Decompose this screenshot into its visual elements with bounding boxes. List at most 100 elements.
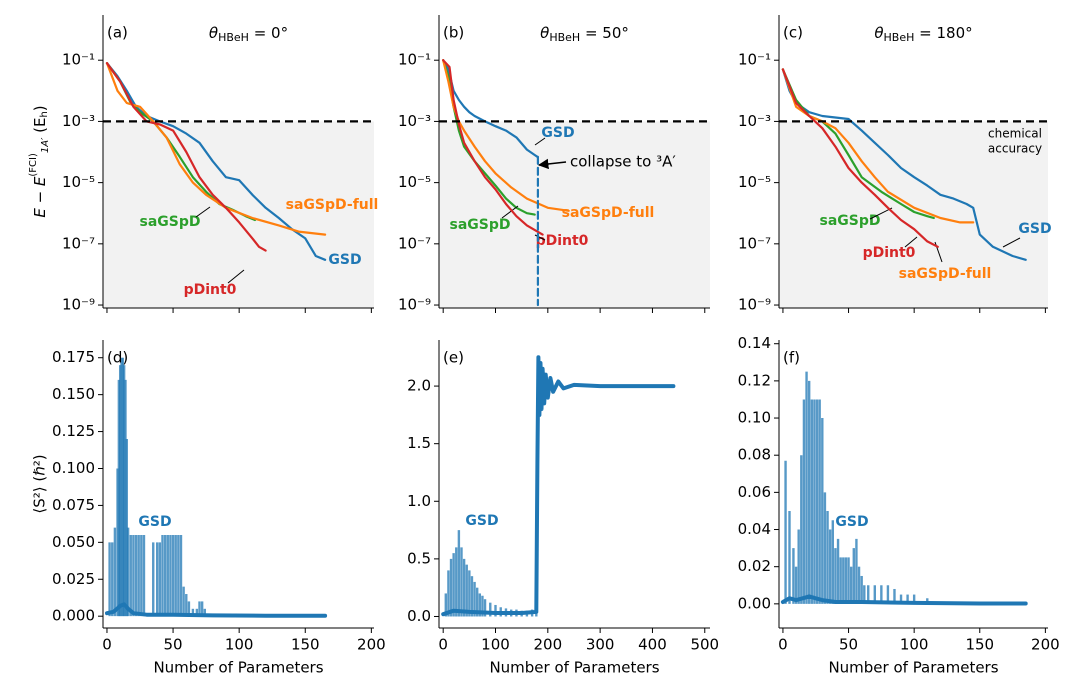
x-tick-label: 150 — [291, 636, 320, 654]
y-tick-label: 0.150 — [52, 385, 95, 403]
y-tick-label: 0.00 — [738, 594, 771, 612]
ylabel-unit: (E — [31, 118, 49, 138]
title-subscript: HBeH — [549, 31, 580, 44]
x-tick-label: 50 — [839, 636, 858, 654]
y-tick-label: 10⁻⁷ — [398, 234, 431, 252]
x-tick-label: 0 — [102, 636, 112, 654]
y-tick-label: 0.0 — [407, 607, 431, 625]
series-label: GSD — [835, 514, 868, 530]
y-tick-label: 0.14 — [738, 334, 771, 352]
y-tick-label: 10⁻⁵ — [738, 173, 771, 191]
series-label: pDint0 — [184, 282, 237, 298]
x-axis-label: Number of Parameters — [489, 659, 659, 677]
y-tick-label: 10⁻⁵ — [398, 173, 431, 191]
x-tick-label: 400 — [638, 636, 667, 654]
series-label: pDint0 — [863, 245, 916, 261]
ylabel-main: E − E — [31, 176, 49, 218]
y-tick-label: 10⁻⁵ — [62, 173, 95, 191]
title-symbol: θ — [874, 24, 883, 42]
leader-line — [869, 207, 893, 220]
x-tick-label: 100 — [225, 636, 254, 654]
average-line — [780, 594, 1028, 606]
x-tick-label: 100 — [481, 636, 510, 654]
ylabel-sup: (FCI) — [28, 153, 39, 177]
x-axis-label: Number of Parameters — [153, 659, 323, 677]
y-tick-label: 0.5 — [407, 549, 431, 567]
x-tick-label: 100 — [900, 636, 929, 654]
y-tick-label: 1.0 — [407, 492, 431, 510]
x-tick-label: 150 — [965, 636, 994, 654]
panel-label: (f) — [783, 349, 800, 367]
series-label: saGSpD-full — [286, 197, 379, 213]
x-tick-label: 50 — [164, 636, 183, 654]
annotation-arrow — [537, 158, 567, 170]
y-tick-label: 0.050 — [52, 533, 95, 551]
y-tick-label: 0.075 — [52, 496, 95, 514]
y-tick-label: 0.125 — [52, 422, 95, 440]
y-tick-label: 10⁻³ — [398, 112, 431, 130]
y-tick-label: 10⁻⁹ — [738, 296, 771, 314]
x-tick-label: 200 — [1031, 636, 1060, 654]
energy-line — [442, 59, 544, 236]
accuracy-region — [439, 121, 710, 308]
panel-label: (e) — [443, 349, 464, 367]
ylabel-close: ) — [31, 105, 49, 111]
y-tick-label: 10⁻⁷ — [738, 234, 771, 252]
y-tick-label: 0.12 — [738, 371, 771, 389]
x-axis-label: Number of Parameters — [828, 659, 998, 677]
panel-label: (a) — [107, 24, 128, 42]
series-label: saGSpD-full — [899, 266, 992, 282]
series-label: saGSpD-full — [562, 205, 655, 221]
leader-line — [534, 234, 546, 241]
title-subscript: HBeH — [884, 31, 915, 44]
series-label: GSD — [328, 252, 361, 268]
y-tick-label: 10⁻³ — [62, 112, 95, 130]
y-tick-label: 0.08 — [738, 446, 771, 464]
annotation: collapse to ³A′ — [570, 153, 676, 171]
y-tick-label: 10⁻¹ — [398, 51, 431, 69]
x-tick-label: 0 — [778, 636, 788, 654]
title-symbol: θ — [209, 24, 218, 42]
title-rest: = 0° — [249, 24, 288, 42]
average-line — [441, 355, 676, 617]
panel-title: θHBeH = 0° — [209, 24, 288, 45]
title-rest: = 50° — [580, 24, 629, 42]
y-tick-label: 0.175 — [52, 348, 95, 366]
series-label: pDint0 — [536, 233, 589, 249]
energy-line — [781, 68, 939, 248]
x-tick-label: 500 — [690, 636, 719, 654]
accuracy-region — [779, 121, 1048, 308]
ylabel-sub: 1A′ — [40, 137, 51, 153]
series-label: GSD — [138, 514, 171, 530]
ylabel-unit-sub: h — [39, 111, 50, 117]
leader-line — [195, 206, 211, 218]
title-symbol: θ — [540, 24, 549, 42]
title-subscript: HBeH — [218, 31, 249, 44]
energy-line — [442, 59, 539, 158]
leader-line — [227, 269, 245, 284]
x-tick-label: 300 — [586, 636, 615, 654]
x-tick-label: 200 — [357, 636, 386, 654]
series-label: saGSpD — [820, 213, 881, 229]
y-tick-label: 0.000 — [52, 607, 95, 625]
y-axis-label: ⟨S²⟩ (ℏ²) — [31, 454, 49, 513]
y-tick-label: 0.100 — [52, 459, 95, 477]
series-label: saGSpD — [450, 217, 511, 233]
panel-title: θHBeH = 50° — [540, 24, 629, 45]
energy-line — [781, 68, 1027, 261]
y-tick-label: 0.02 — [738, 557, 771, 575]
y-tick-label: 1.5 — [407, 434, 431, 452]
series-label: saGSpD — [140, 214, 201, 230]
panel-label: (b) — [443, 24, 464, 42]
y-axis-label: E − E(FCI)1A′ (Eh) — [28, 105, 51, 217]
energy-line — [442, 59, 570, 212]
y-tick-label: 10⁻¹ — [62, 51, 95, 69]
y-tick-label: 2.0 — [407, 377, 431, 395]
panel-title: θHBeH = 180° — [874, 24, 972, 45]
annotation: accuracy — [988, 142, 1042, 156]
leader-line — [501, 205, 519, 219]
energy-line — [105, 62, 327, 236]
x-tick-label: 0 — [438, 636, 448, 654]
y-tick-label: 10⁻¹ — [738, 51, 771, 69]
